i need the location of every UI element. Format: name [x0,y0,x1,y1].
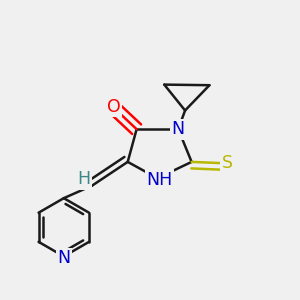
Text: NH: NH [147,171,173,189]
Text: N: N [172,120,185,138]
Text: O: O [106,98,120,116]
Text: S: S [222,154,233,172]
Text: N: N [57,249,70,267]
Text: H: H [77,170,90,188]
